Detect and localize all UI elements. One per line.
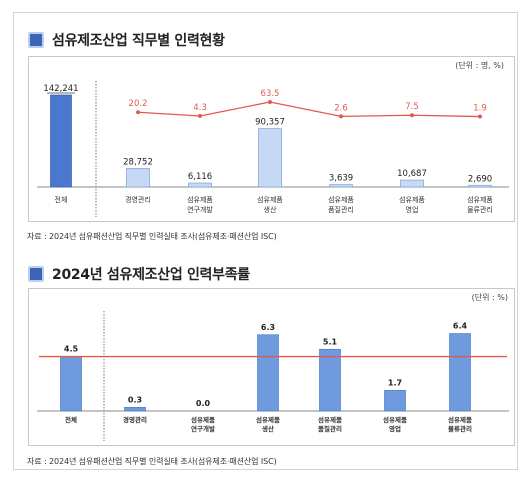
bar-4 [329, 184, 353, 188]
bar-value-label: 6.3 [261, 323, 275, 332]
bar-6 [449, 333, 471, 412]
x-tick-label: 품질관리 [318, 424, 342, 433]
bar-value-label: 4.5 [64, 345, 79, 354]
bar-value-label: 142,241 [43, 84, 78, 94]
share-line-label: 20.2 [129, 99, 148, 109]
x-tick-label: 섬유제품 [448, 415, 472, 424]
x-tick-label: 영업 [406, 205, 419, 214]
share-line-point [339, 114, 343, 119]
section-1-source: 자료 : 2024년 섬유패션산업 직무별 인력실태 조사(섬유제조·패션산업 … [27, 232, 277, 241]
x-tick-label: 섬유제품 [187, 195, 213, 204]
share-line-point [410, 113, 414, 118]
chart-2-unit-label: (단위 : %) [471, 293, 508, 302]
section-1-title-text: 섬유제조산업 직무별 인력현황 [52, 33, 225, 49]
bar-value-label: 6,116 [188, 172, 212, 182]
x-tick-label: 섬유제품 [318, 415, 342, 424]
x-tick-label: 섬유제품 [467, 195, 493, 204]
x-tick-label: 전체 [65, 415, 77, 424]
share-line-label: 63.5 [261, 89, 280, 99]
share-line-label: 2.6 [334, 103, 348, 113]
share-line-series [137, 101, 481, 118]
bar-value-label: 1.7 [388, 378, 402, 387]
section-1-title: 섬유제조산업 직무별 인력현황 [28, 30, 225, 50]
chart-2-svg: 4.5전체0.3경영관리0.0섬유제품연구개발6.3섬유제품생산5.1섬유제품품… [37, 311, 509, 441]
x-tick-label: 경영관리 [123, 415, 147, 424]
bar-4 [319, 348, 341, 412]
bar-value-label: 10,687 [397, 169, 427, 179]
bar-2 [188, 182, 212, 188]
bar-value-label: 28,752 [123, 157, 153, 167]
bar-value-label: 0.3 [128, 395, 142, 404]
share-line-label: 1.9 [473, 104, 487, 114]
share-line-point [268, 100, 272, 104]
x-tick-label: 물류관리 [467, 205, 493, 214]
x-tick-label: 섬유제품 [257, 195, 283, 204]
chart-2-box: (단위 : %) 4.5 전체 0.3 경영관리 0.0 섬유제품 연구개발 6.3 섬유제품 생… [28, 288, 515, 446]
x-tick-label: 섬유제품 [256, 415, 280, 424]
bar-3 [257, 334, 279, 412]
x-tick-label: 경영관리 [125, 195, 151, 204]
share-line-label: 4.3 [193, 103, 207, 113]
x-tick-label: 섬유제품 [383, 415, 407, 424]
section-2-source: 자료 : 2024년 섬유패션산업 직무별 인력실태 조사(섬유제조·패션산업 … [27, 457, 277, 466]
x-tick-label: 물류관리 [448, 424, 472, 433]
share-line-point [136, 110, 140, 115]
share-line-point [198, 113, 202, 118]
x-tick-label: 연구개발 [187, 205, 213, 214]
x-tick-label: 품질관리 [328, 205, 354, 214]
x-tick-label: 섬유제품 [328, 195, 354, 204]
bar-5 [384, 390, 406, 412]
share-line-point [478, 114, 482, 119]
bar-value-label: 2,690 [468, 174, 492, 184]
share-line-label: 7.5 [405, 102, 419, 112]
bar-value-label: 0.0 [196, 399, 211, 408]
bar-1 [126, 168, 150, 188]
x-tick-label: 생산 [264, 205, 277, 214]
chart-1-unit-label: (단위 : 명, %) [455, 61, 504, 70]
section-2-title-text: 2024년 섬유제조산업 인력부족률 [52, 267, 250, 283]
x-tick-label: 섬유제품 [191, 415, 215, 424]
chart-1-box: (단위 : 명, %) 142,241 전체 28,752 경영관리 6,116 섬유제품… [28, 56, 515, 222]
x-tick-label: 섬유제품 [399, 195, 425, 204]
blue-square-bullet-icon [28, 32, 44, 48]
section-2-title: 2024년 섬유제조산업 인력부족률 [28, 264, 250, 284]
blue-square-bullet-icon [28, 266, 44, 282]
x-tick-label: 전체 [55, 195, 68, 204]
bar-total [60, 356, 82, 412]
bar-value-label: 3,639 [329, 174, 353, 184]
bar-1 [124, 407, 146, 412]
bar-6 [468, 184, 492, 188]
x-tick-label: 영업 [389, 424, 401, 433]
x-tick-label: 연구개발 [191, 424, 215, 433]
chart-1-svg: 142,241전체28,752경영관리6,116섬유제품연구개발90,357섬유… [37, 81, 509, 217]
bar-value-label: 5.1 [323, 337, 338, 346]
x-tick-label: 생산 [262, 424, 274, 433]
bar-total [50, 94, 72, 188]
bar-value-label: 90,357 [255, 118, 285, 128]
bar-value-label: 6.4 [453, 322, 468, 331]
bar-5 [400, 179, 424, 188]
bar-3 [258, 128, 282, 188]
